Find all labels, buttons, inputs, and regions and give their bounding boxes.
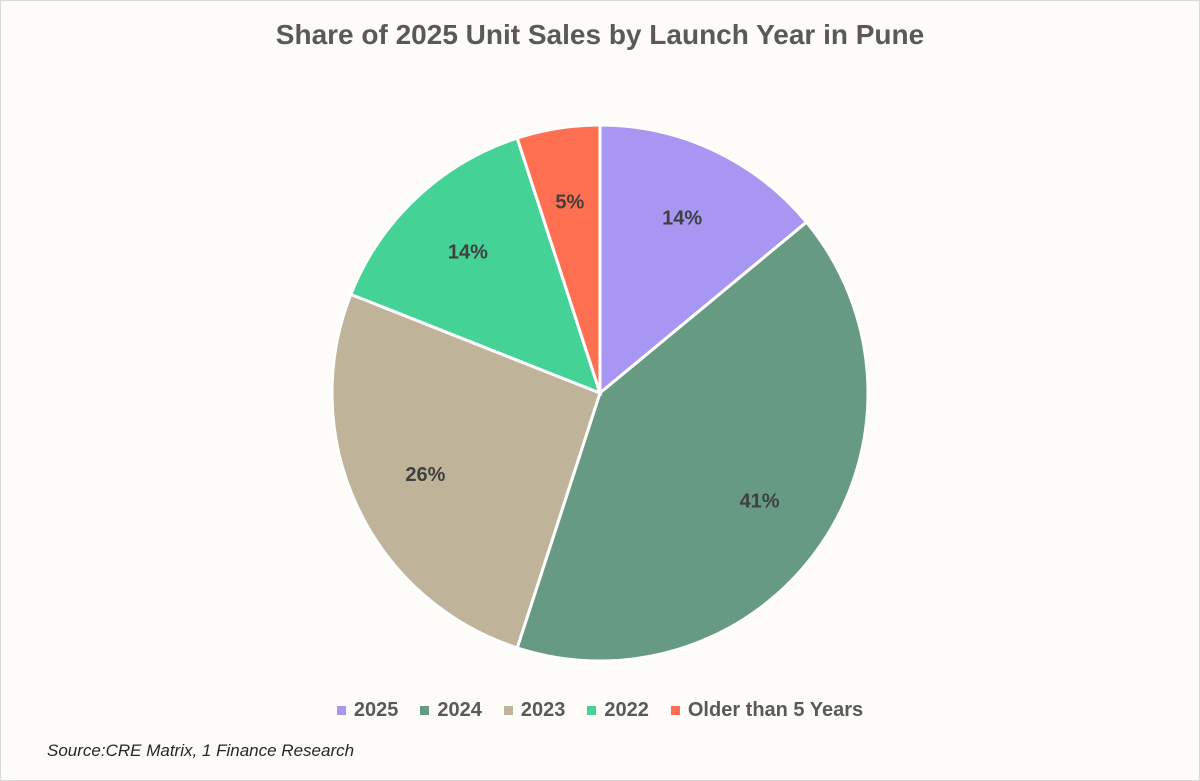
data-label: 14%: [448, 241, 488, 263]
legend-item: 2022: [587, 699, 649, 722]
legend-item: 2024: [420, 699, 482, 722]
legend-item: 2023: [503, 699, 566, 722]
pie-slice-2023: [330, 292, 602, 650]
legend-swatch: [420, 706, 430, 715]
legend-swatch: [587, 706, 597, 715]
data-label: 14%: [662, 207, 702, 229]
legend-label: 2023: [520, 699, 566, 721]
chart-title: Share of 2025 Unit Sales by Launch Year …: [275, 19, 925, 50]
data-label: 41%: [740, 490, 780, 512]
legend-label: 2024: [437, 699, 482, 721]
legend-swatch: [670, 706, 680, 715]
legend-swatch: [336, 706, 346, 715]
pie-slice-older-than-5-years: [515, 123, 602, 394]
legend-label: Older than 5 Years: [687, 699, 864, 721]
pie-slice-2025: [598, 123, 809, 397]
data-label: 26%: [405, 464, 445, 486]
legend-item: Older than 5 Years: [670, 699, 864, 722]
legend-swatch: [503, 706, 513, 715]
data-label: 5%: [555, 191, 584, 213]
source-note: Source:CRE Matrix, 1 Finance Research: [47, 741, 355, 760]
legend-item: 2025: [336, 699, 399, 722]
legend-label: 2022: [604, 699, 649, 721]
chart-legend: 2025 2024 2023 2022 Older than 5 Years: [1, 699, 1199, 722]
legend-label: 2025: [353, 699, 399, 721]
pie-slice-2024: [515, 220, 870, 663]
